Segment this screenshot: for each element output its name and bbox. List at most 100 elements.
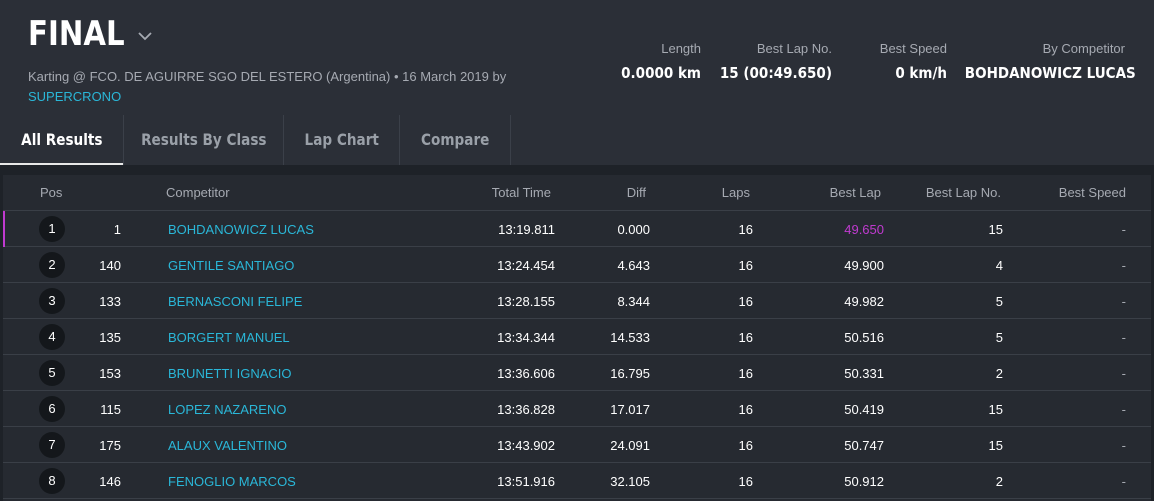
- position-badge: 5: [39, 360, 65, 386]
- best-speed: -: [1121, 294, 1126, 309]
- table-row[interactable]: 1 1 BOHDANOWICZ LUCAS 13:19.811 0.000 16…: [3, 211, 1151, 247]
- diff: 32.105: [610, 474, 650, 489]
- tab-results-by-class[interactable]: Results By Class: [124, 115, 284, 165]
- position-badge: 3: [39, 288, 65, 314]
- position-badge: 1: [39, 216, 65, 242]
- laps: 16: [738, 438, 753, 453]
- competitor-link[interactable]: BRUNETTI IGNACIO: [168, 366, 292, 381]
- event-description: Karting @ FCO. DE AGUIRRE SGO DEL ESTERO…: [28, 69, 507, 84]
- kart-number: 175: [99, 438, 121, 453]
- stat-value: 15 (00:49.650): [719, 64, 832, 82]
- stat-best-speed: Best Speed 0 km/h: [832, 41, 947, 82]
- tab-label: Results By Class: [140, 130, 267, 149]
- diff: 4.643: [617, 258, 650, 273]
- best-lap: 49.900: [844, 258, 884, 273]
- kart-number: 133: [99, 294, 121, 309]
- total-time: 13:43.902: [497, 438, 555, 453]
- table-row[interactable]: 5 153 BRUNETTI IGNACIO 13:36.606 16.795 …: [3, 355, 1151, 391]
- chevron-down-icon[interactable]: [136, 27, 154, 45]
- kart-number: 146: [99, 474, 121, 489]
- column-header-total-time[interactable]: Total Time: [491, 185, 551, 200]
- laps: 16: [738, 222, 753, 237]
- competitor-link[interactable]: BERNASCONI FELIPE: [168, 294, 303, 309]
- stat-label: Length: [661, 41, 701, 56]
- organizer-link[interactable]: SUPERCRONO: [28, 89, 122, 104]
- competitor-link[interactable]: GENTILE SANTIAGO: [168, 258, 295, 273]
- best-lap: 49.982: [844, 294, 884, 309]
- best-lap-no: 15: [988, 402, 1003, 417]
- kart-number: 1: [113, 222, 121, 237]
- best-lap: 50.516: [844, 330, 884, 345]
- laps: 16: [738, 330, 753, 345]
- event-subtitle: Karting @ FCO. DE AGUIRRE SGO DEL ESTERO…: [28, 67, 568, 107]
- kart-number: 153: [99, 366, 121, 381]
- competitor-link[interactable]: ALAUX VALENTINO: [168, 438, 287, 453]
- diff: 8.344: [617, 294, 650, 309]
- tab-label: All Results: [20, 130, 103, 149]
- best-lap: 49.650: [844, 222, 884, 237]
- column-header-best-lap[interactable]: Best Lap: [829, 185, 881, 200]
- competitor-link[interactable]: LOPEZ NAZARENO: [168, 402, 287, 417]
- stat-length: Length 0.0000 km: [581, 41, 701, 82]
- total-time: 13:51.916: [497, 474, 555, 489]
- event-header: FINAL Karting @ FCO. DE AGUIRRE SGO DEL …: [0, 0, 1154, 115]
- table-header: Pos Competitor Total Time Diff Laps Best…: [3, 175, 1151, 211]
- best-lap-no: 15: [988, 438, 1003, 453]
- table-row[interactable]: 7 175 ALAUX VALENTINO 13:43.902 24.091 1…: [3, 427, 1151, 463]
- competitor-link[interactable]: BOHDANOWICZ LUCAS: [168, 222, 314, 237]
- laps: 16: [738, 474, 753, 489]
- best-lap: 50.331: [844, 366, 884, 381]
- best-lap: 50.747: [844, 438, 884, 453]
- tab-label: Lap Chart: [304, 130, 379, 149]
- position-badge: 7: [39, 432, 65, 458]
- tab-all-results[interactable]: All Results: [0, 115, 124, 165]
- competitor-link[interactable]: FENOGLIO MARCOS: [168, 474, 296, 489]
- best-speed: -: [1121, 330, 1126, 345]
- position-badge: 8: [39, 468, 65, 494]
- laps: 16: [738, 258, 753, 273]
- table-row[interactable]: 2 140 GENTILE SANTIAGO 13:24.454 4.643 1…: [3, 247, 1151, 283]
- total-time: 13:28.155: [497, 294, 555, 309]
- tab-lap-chart[interactable]: Lap Chart: [284, 115, 400, 165]
- column-header-competitor[interactable]: Competitor: [166, 185, 230, 200]
- laps: 16: [738, 366, 753, 381]
- best-lap: 50.419: [844, 402, 884, 417]
- title-row[interactable]: FINAL: [28, 14, 154, 54]
- tab-compare[interactable]: Compare: [400, 115, 511, 165]
- diff: 16.795: [610, 366, 650, 381]
- column-header-laps[interactable]: Laps: [721, 185, 750, 200]
- best-speed: -: [1121, 474, 1126, 489]
- best-lap-no: 15: [988, 222, 1003, 237]
- stat-label: Best Speed: [879, 41, 947, 56]
- column-header-best-lap-no[interactable]: Best Lap No.: [925, 185, 1001, 200]
- diff: 14.533: [610, 330, 650, 345]
- column-header-best-speed[interactable]: Best Speed: [1058, 185, 1126, 200]
- stat-by-competitor: By Competitor BOHDANOWICZ LUCAS: [947, 41, 1136, 82]
- stat-value: 0.0000 km: [621, 64, 701, 82]
- tab-label: Compare: [420, 130, 490, 149]
- best-lap-no: 5: [995, 330, 1003, 345]
- competitor-link[interactable]: BORGERT MANUEL: [168, 330, 290, 345]
- kart-number: 135: [99, 330, 121, 345]
- table-row[interactable]: 4 135 BORGERT MANUEL 13:34.344 14.533 16…: [3, 319, 1151, 355]
- table-row[interactable]: 3 133 BERNASCONI FELIPE 13:28.155 8.344 …: [3, 283, 1151, 319]
- diff: 17.017: [610, 402, 650, 417]
- column-header-diff[interactable]: Diff: [626, 185, 646, 200]
- table-row[interactable]: 8 146 FENOGLIO MARCOS 13:51.916 32.105 1…: [3, 463, 1151, 499]
- column-header-pos[interactable]: Pos: [40, 185, 63, 200]
- best-lap-no: 2: [995, 366, 1003, 381]
- stat-best-lap-no: Best Lap No. 15 (00:49.650): [701, 41, 832, 82]
- stat-label: By Competitor: [1042, 41, 1125, 56]
- best-lap: 50.912: [844, 474, 884, 489]
- best-lap-no: 2: [995, 474, 1003, 489]
- event-stats: Length 0.0000 km Best Lap No. 15 (00:49.…: [581, 41, 1136, 82]
- kart-number: 140: [99, 258, 121, 273]
- total-time: 13:34.344: [497, 330, 555, 345]
- diff: 24.091: [610, 438, 650, 453]
- table-row[interactable]: 6 115 LOPEZ NAZARENO 13:36.828 17.017 16…: [3, 391, 1151, 427]
- best-speed: -: [1121, 438, 1126, 453]
- best-lap-no: 5: [995, 294, 1003, 309]
- position-badge: 4: [39, 324, 65, 350]
- page-title: FINAL: [28, 14, 125, 54]
- best-speed: -: [1121, 222, 1126, 237]
